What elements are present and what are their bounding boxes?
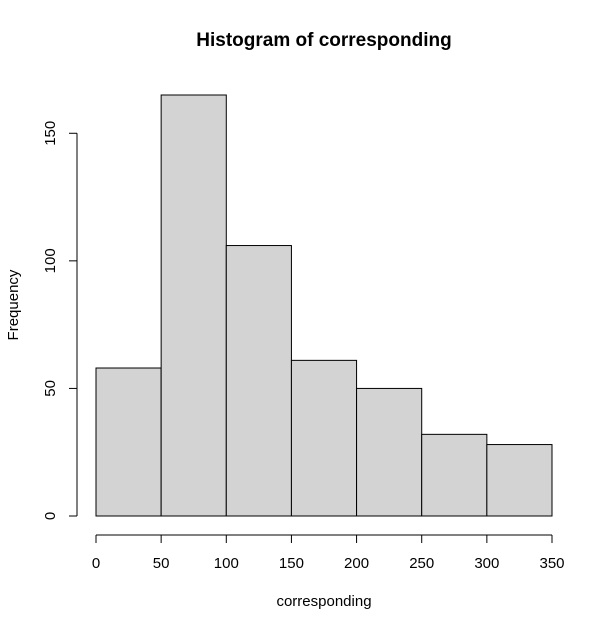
histogram-bar-3 xyxy=(290,359,358,517)
histogram-bar-1 xyxy=(160,94,227,517)
y-tick-label: 100 xyxy=(42,248,59,273)
chart-title: Histogram of corresponding xyxy=(196,30,451,51)
x-tick-label: 250 xyxy=(409,555,434,572)
x-tick-label: 300 xyxy=(474,555,499,572)
x-tick-label: 350 xyxy=(539,555,564,572)
x-tick-label: 200 xyxy=(344,555,369,572)
x-axis-label: corresponding xyxy=(276,593,371,610)
y-tick-label: 150 xyxy=(42,121,59,146)
histogram-bar-2 xyxy=(225,245,292,517)
x-tick-label: 150 xyxy=(279,555,304,572)
y-tick-label: 0 xyxy=(42,512,59,520)
y-tick-label: 50 xyxy=(42,380,59,397)
y-axis-label: Frequency xyxy=(5,269,22,340)
histogram-bar-0 xyxy=(95,367,162,517)
bars-group xyxy=(95,94,553,517)
x-tick-label: 100 xyxy=(214,555,239,572)
x-axis: 0 50 100 150 200 250 300 350 xyxy=(92,535,565,572)
x-tick-label: 0 xyxy=(92,555,100,572)
y-axis: 0 50 100 150 xyxy=(42,121,77,520)
histogram-bar-6 xyxy=(486,444,553,517)
histogram-bar-5 xyxy=(421,433,488,517)
x-tick-label: 50 xyxy=(153,555,170,572)
histogram-bar-4 xyxy=(356,387,423,517)
